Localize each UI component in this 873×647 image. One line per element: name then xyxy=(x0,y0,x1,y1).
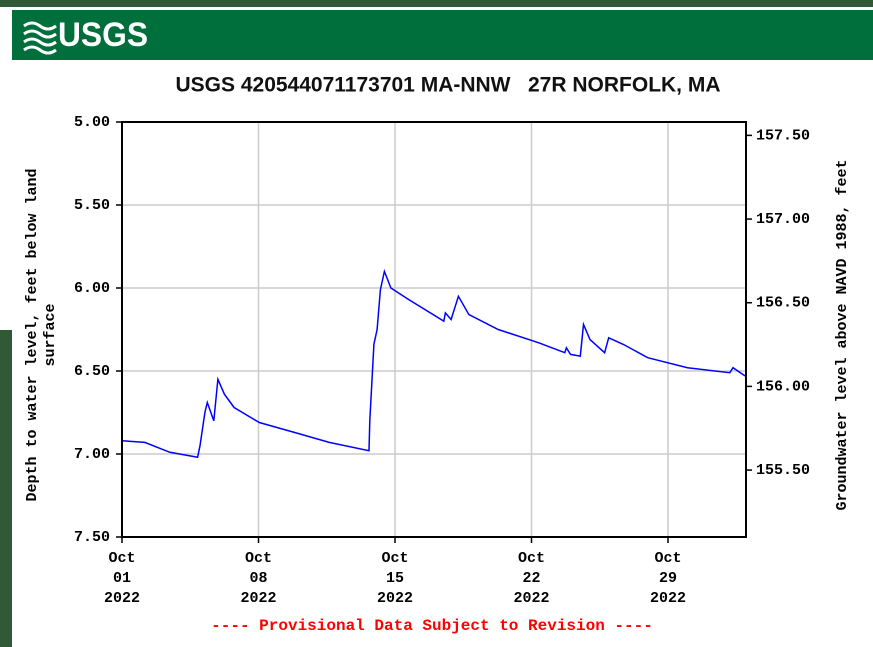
plot-frame xyxy=(121,121,747,538)
x-tick-label: Oct xyxy=(518,550,545,567)
y2-tick-label: 157.00 xyxy=(756,211,810,228)
x-tick-label: 29 xyxy=(659,570,677,587)
y2-tick-label: 157.50 xyxy=(756,127,810,144)
y-tick-label: 7.00 xyxy=(74,446,110,463)
x-tick-label: 2022 xyxy=(650,590,686,607)
y2-axis-label: Groundwater level above NAVD 1988, feet xyxy=(834,159,851,510)
chart-title: USGS 420544071173701 MA-NNW 27R NORFOLK,… xyxy=(175,74,720,97)
plot-area xyxy=(122,122,746,537)
x-tick-label: Oct xyxy=(654,550,681,567)
series-line xyxy=(121,268,746,459)
x-tick-label: 2022 xyxy=(104,590,140,607)
x-tick-label: 2022 xyxy=(513,590,549,607)
y-axis-label: surface xyxy=(42,303,59,366)
header-bar xyxy=(12,10,873,60)
y-axis-label: Depth to water level, feet below land xyxy=(24,168,41,501)
x-tick-label: 2022 xyxy=(377,590,413,607)
outer-frame-left xyxy=(0,330,12,647)
y-tick-label: 5.00 xyxy=(74,114,110,131)
footnote: ---- Provisional Data Subject to Revisio… xyxy=(211,617,653,635)
x-tick-label: 01 xyxy=(113,570,131,587)
y-tick-label: 6.00 xyxy=(74,280,110,297)
x-tick-label: 08 xyxy=(249,570,267,587)
x-tick-label: 15 xyxy=(386,570,404,587)
wave xyxy=(23,29,57,39)
x-tick-label: Oct xyxy=(108,550,135,567)
y-tick-label: 6.50 xyxy=(74,363,110,380)
y-tick-label: 5.50 xyxy=(74,197,110,214)
logo-waves xyxy=(23,21,57,55)
wave xyxy=(23,21,57,31)
y2-tick-label: 155.50 xyxy=(756,462,810,479)
y2-tick-label: 156.00 xyxy=(756,378,810,395)
x-tick-label: Oct xyxy=(245,550,272,567)
wave xyxy=(23,45,57,55)
x-tick-label: 22 xyxy=(522,570,540,587)
logo-text: USGS xyxy=(58,16,148,54)
wave xyxy=(23,37,57,47)
y2-tick-label: 156.50 xyxy=(756,295,810,312)
x-tick-label: 2022 xyxy=(240,590,276,607)
y-tick-label: 7.50 xyxy=(74,529,110,546)
outer-frame-top xyxy=(0,0,873,7)
x-tick-label: Oct xyxy=(381,550,408,567)
